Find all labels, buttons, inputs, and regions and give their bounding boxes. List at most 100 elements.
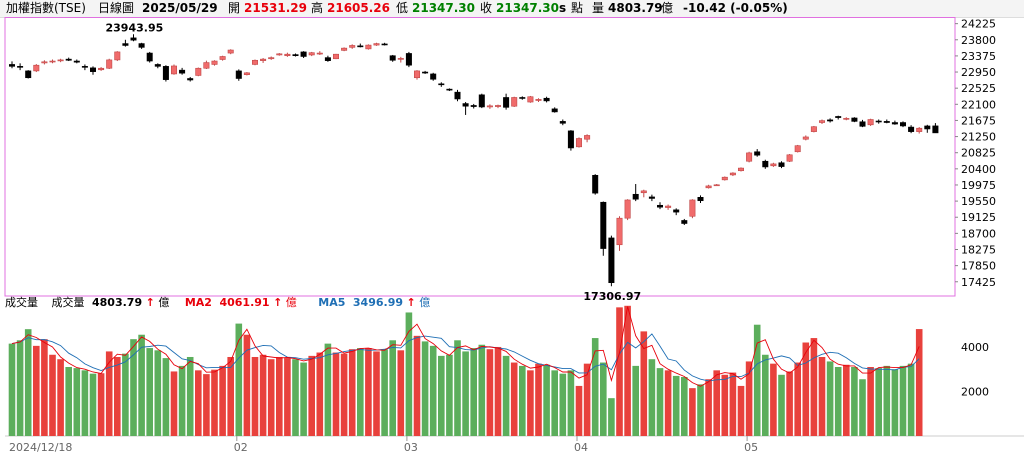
volume-legend-title: 成交量	[5, 295, 38, 309]
volume-bar	[421, 341, 429, 436]
candle	[640, 190, 647, 194]
candle	[438, 83, 445, 86]
date-label: 2024/12/18	[9, 441, 72, 454]
candle	[114, 51, 121, 61]
volume-bar	[583, 363, 591, 436]
candle	[9, 64, 16, 67]
volume-bar	[438, 355, 445, 436]
volume-bar	[632, 365, 639, 436]
quote-date: 2025/05/29	[142, 1, 218, 15]
volume-bar	[259, 354, 267, 436]
candle	[211, 60, 218, 65]
candle	[932, 125, 939, 134]
candle	[130, 37, 137, 41]
candle	[721, 176, 728, 181]
candle	[33, 64, 40, 72]
price-tick-label: 22950	[961, 66, 996, 79]
candle	[908, 126, 915, 132]
volume-bar	[24, 329, 32, 436]
chart-header: 加權指數(TSE) 日線圖 2025/05/29 開 21531.29 高 21…	[0, 0, 1024, 18]
candle	[284, 53, 291, 57]
volume-bar	[519, 365, 526, 436]
date-label: 02	[234, 441, 248, 454]
candle	[899, 122, 906, 127]
volume-bar	[130, 339, 137, 436]
candlesticks	[9, 34, 939, 287]
index-name: 加權指數(TSE)	[6, 1, 86, 15]
volume-bar	[8, 343, 16, 436]
candle	[843, 118, 850, 120]
candle	[219, 56, 226, 60]
date-axis: 2024/12/18 02 03 04 05	[9, 436, 758, 454]
candle	[389, 55, 396, 61]
candle	[600, 201, 607, 249]
volume-bar	[802, 342, 810, 436]
volume-bar	[664, 370, 672, 436]
candle	[162, 66, 169, 80]
volume-legend-ma5-arrow: ↑	[407, 296, 416, 309]
volume-bar	[786, 371, 793, 436]
volume-bar	[559, 373, 567, 436]
candle	[373, 43, 380, 46]
volume-bar	[41, 339, 48, 436]
candle	[41, 61, 48, 64]
volume-bar	[575, 385, 583, 436]
volume-bar	[154, 350, 162, 436]
volume-bar	[146, 348, 153, 436]
volume-bar	[745, 361, 753, 436]
volume-legend-ma2-unit: 億	[286, 296, 297, 309]
volume-bar	[624, 305, 631, 436]
candle	[268, 57, 275, 60]
volume-bar	[243, 334, 251, 436]
volume-legend-ma5-label: MA5	[318, 296, 345, 309]
price-tick-label: 19125	[961, 211, 996, 224]
candle	[292, 54, 299, 57]
candle	[762, 160, 769, 168]
volume-bar	[49, 354, 56, 436]
price-tick-label: 17425	[961, 276, 996, 289]
volume-bar	[348, 349, 356, 436]
date-label: 05	[744, 441, 758, 454]
low-label: 低	[396, 1, 409, 15]
candle	[681, 220, 688, 224]
candle	[567, 130, 574, 149]
volume-bar	[770, 363, 777, 436]
volume-bar	[705, 379, 712, 436]
points-unit: 點	[571, 1, 584, 15]
candle	[332, 53, 339, 60]
volume-bar	[413, 335, 421, 436]
volume-bar	[405, 312, 413, 436]
volume-bar	[186, 356, 194, 436]
candle	[243, 72, 250, 75]
candle	[697, 197, 704, 202]
candle	[632, 193, 639, 200]
volume-bar	[915, 329, 923, 436]
stock-chart: 17425 17850 18275 18700 19125 19550 19975 20400…	[4, 17, 1024, 454]
volume-bar	[308, 355, 315, 436]
price-panel-frame	[4, 17, 956, 297]
volume-bar	[178, 365, 186, 436]
volume-bar	[81, 370, 89, 436]
candle	[689, 199, 696, 217]
volume-bar	[16, 340, 24, 436]
volume-tick-label: 4000	[961, 341, 989, 354]
volume-bar	[462, 351, 469, 436]
candle	[308, 52, 315, 56]
candle	[511, 97, 518, 107]
volume-bar	[267, 359, 275, 436]
volume-bar	[227, 356, 234, 436]
volume-bar	[713, 370, 720, 436]
volume-axis: 2000 4000	[961, 341, 989, 399]
volume-bar	[332, 352, 340, 436]
volume-bar	[778, 374, 785, 436]
volume-legend: 成交量 成交量 4803.79 ↑ 億 MA2 4061.91 ↑ 億 MA5 …	[5, 295, 430, 309]
candle	[778, 162, 785, 167]
price-tick-label: 21675	[961, 114, 996, 127]
candle	[486, 105, 493, 108]
candle	[891, 122, 898, 125]
volume-legend-vol-unit: 億	[158, 296, 169, 309]
volume-legend-vol-label: 成交量	[52, 295, 85, 309]
candle	[802, 136, 809, 140]
candle	[235, 70, 242, 79]
candle	[73, 60, 80, 63]
